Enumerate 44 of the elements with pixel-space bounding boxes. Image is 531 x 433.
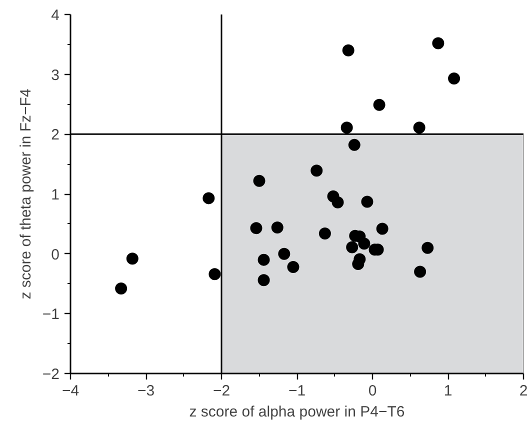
point bbox=[310, 164, 323, 177]
point bbox=[332, 196, 344, 208]
point bbox=[340, 122, 353, 134]
point bbox=[208, 268, 221, 280]
point bbox=[352, 258, 364, 270]
point bbox=[413, 122, 426, 134]
point bbox=[202, 192, 215, 204]
point bbox=[253, 174, 266, 187]
point bbox=[414, 266, 426, 278]
x-axis-title: z score of alpha power in P4−T6 bbox=[189, 404, 405, 420]
point bbox=[346, 241, 358, 254]
x-tick-label: −1 bbox=[288, 382, 306, 400]
point bbox=[373, 98, 386, 111]
y-tick-label: −1 bbox=[42, 306, 60, 324]
x-tick-label: 2 bbox=[519, 382, 528, 400]
point bbox=[258, 254, 270, 266]
x-tick-label: −4 bbox=[62, 382, 80, 400]
y-tick-label: 1 bbox=[51, 186, 60, 204]
point bbox=[376, 222, 388, 235]
x-tick-label: −2 bbox=[212, 382, 230, 400]
point bbox=[448, 72, 460, 85]
y-tick-label: −2 bbox=[42, 366, 60, 383]
point bbox=[126, 252, 138, 265]
point bbox=[358, 238, 370, 250]
point bbox=[422, 242, 434, 254]
y-axis-title: z score of theta power in Fz−F4 bbox=[17, 88, 34, 300]
point bbox=[348, 138, 360, 151]
x-tick-label: 1 bbox=[444, 382, 452, 400]
point bbox=[287, 261, 300, 273]
y-tick-label: 0 bbox=[51, 246, 60, 264]
y-tick-label: 4 bbox=[51, 7, 60, 24]
x-tick-label: 0 bbox=[368, 382, 377, 400]
point bbox=[432, 37, 444, 50]
point bbox=[258, 274, 270, 286]
point bbox=[361, 196, 374, 208]
y-tick-label: 3 bbox=[51, 66, 60, 84]
point bbox=[271, 222, 284, 234]
point bbox=[115, 282, 128, 295]
point bbox=[250, 222, 262, 234]
y-tick-label: 2 bbox=[51, 126, 60, 144]
point bbox=[278, 248, 290, 260]
x-tick-label: −3 bbox=[137, 382, 155, 400]
point bbox=[318, 228, 331, 240]
point bbox=[342, 44, 354, 56]
